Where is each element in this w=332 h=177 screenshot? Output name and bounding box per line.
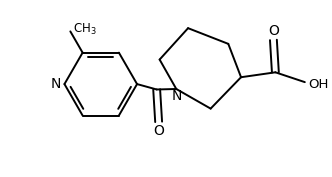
Text: N: N: [50, 77, 60, 91]
Text: OH: OH: [308, 78, 328, 91]
Text: CH$_3$: CH$_3$: [73, 22, 97, 37]
Text: N: N: [172, 89, 183, 103]
Text: O: O: [153, 124, 164, 138]
Text: O: O: [268, 24, 279, 38]
